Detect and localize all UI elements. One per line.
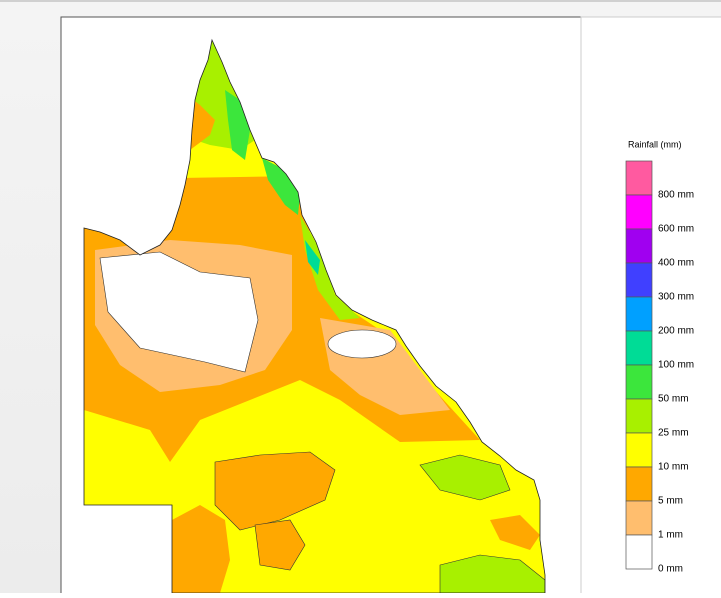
legend-swatch [625,330,653,366]
zone [99,251,259,373]
legend-swatch [625,228,653,264]
legend-swatch [625,160,653,196]
legend-title: Rainfall (mm) [628,139,682,149]
zone [305,240,320,275]
legend-label: 5 mm [658,496,683,507]
legend-swatch [625,466,653,502]
legend-swatch [625,364,653,400]
zone [327,329,397,359]
zone [172,505,230,593]
legend-label: 400 mm [658,258,694,269]
legend-label: 50 mm [658,394,689,405]
zone [419,454,511,501]
legend-label: 800 mm [658,190,694,201]
legend-label: 300 mm [658,292,694,303]
legend-label: 600 mm [658,224,694,235]
legend-label: 25 mm [658,428,689,439]
legend-swatch [625,398,653,434]
zone [214,451,336,531]
legend: 800 mm 600 mm 400 mm 300 mm 200 mm 100 mm 50 m… [625,160,694,575]
legend-label: 200 mm [658,326,694,337]
top-border [0,0,721,2]
legend-label: 10 mm [658,462,689,473]
legend-label: 1 mm [658,530,683,541]
zone [439,554,545,593]
legend-label: 0 mm [658,564,683,575]
zone [490,515,540,550]
zone [254,519,306,571]
legend-swatch [625,296,653,332]
zone [225,90,250,160]
legend-swatch [625,534,653,570]
legend-swatch [625,194,653,230]
legend-swatch [625,432,653,468]
zone [262,158,300,215]
legend-swatch [625,262,653,298]
legend-label: 100 mm [658,360,694,371]
legend-swatch [625,500,653,536]
zone [300,215,360,320]
